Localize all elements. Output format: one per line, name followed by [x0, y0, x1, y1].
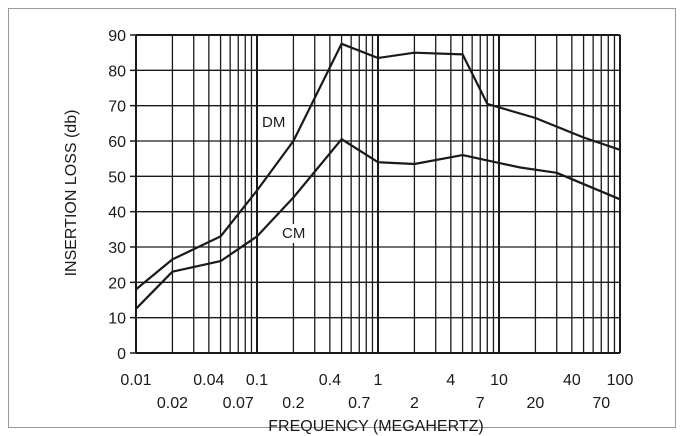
x-axis-label: FREQUENCY (MEGAHERTZ) [268, 418, 483, 435]
y-tick-label: 90 [108, 28, 126, 45]
y-tick-label: 30 [108, 240, 126, 257]
x-tick-label-secondary: 70 [592, 395, 610, 412]
x-tick-label: 0.04 [193, 372, 224, 389]
series-line-dm [135, 42, 621, 291]
series-line-cm [135, 138, 621, 310]
tick-labels: 0 10 20 30 40 50 60 70 80 90 0.01 0.04 0.1 0.4 1 4 10 40 1… [108, 28, 633, 412]
x-tick-label: 0.4 [319, 372, 341, 389]
x-tick-label: 10 [490, 372, 508, 389]
y-tick-label: 10 [108, 311, 126, 328]
chart-frame [8, 8, 676, 428]
series-label-cm: CM [282, 225, 305, 242]
axes [130, 34, 621, 354]
y-tick-label: 20 [108, 275, 126, 292]
x-tick-label-secondary: 20 [527, 395, 545, 412]
x-tick-label: 0.1 [246, 372, 268, 389]
y-tick-label: 0 [117, 346, 126, 363]
y-tick-label: 50 [108, 169, 126, 186]
x-tick-label: 1 [374, 372, 383, 389]
x-tick-label: 100 [607, 372, 634, 389]
x-tick-label-secondary: 7 [476, 395, 485, 412]
x-tick-label-secondary: 0.07 [223, 395, 254, 412]
y-axis-label: INSERTION LOSS (db) [63, 110, 80, 277]
x-tick-label-secondary: 2 [410, 395, 419, 412]
x-tick-label-secondary: 0.7 [348, 395, 370, 412]
series-label-dm: DM [262, 114, 285, 131]
y-tick-label: 80 [108, 63, 126, 80]
series-label-dm-background [260, 113, 288, 132]
series-label-cm-background [280, 224, 308, 243]
x-tick-label-secondary: 0.2 [282, 395, 304, 412]
x-tick-label: 0.01 [120, 372, 151, 389]
grid-lines [136, 35, 620, 353]
series-lines [135, 42, 621, 310]
x-tick-label: 40 [563, 372, 581, 389]
y-tick-label: 60 [108, 134, 126, 151]
y-tick-label: 40 [108, 205, 126, 222]
x-tick-label-secondary: 0.02 [157, 395, 188, 412]
y-tick-label: 70 [108, 99, 126, 116]
x-tick-label: 4 [446, 372, 455, 389]
